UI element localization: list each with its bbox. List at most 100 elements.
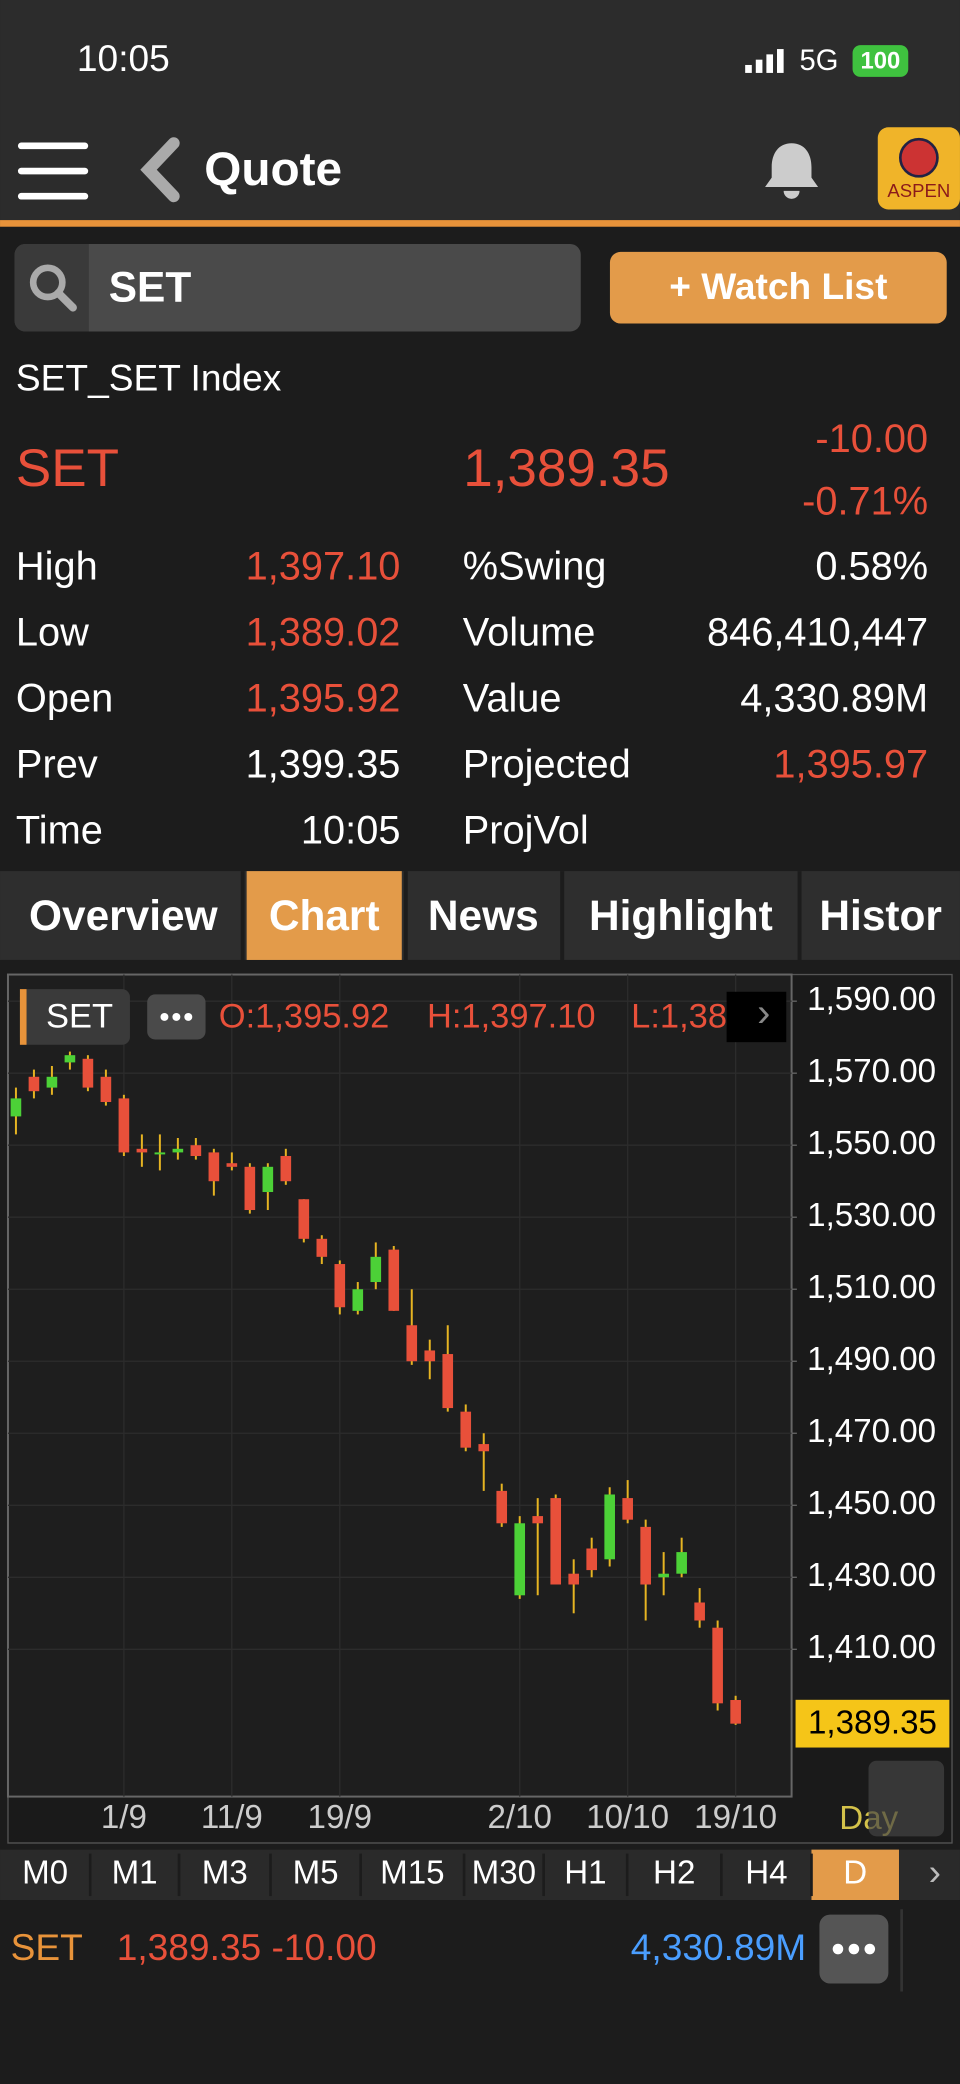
- y-tick-label: 1,550.00: [807, 1125, 936, 1162]
- stat-value: 4,330.89M: [740, 676, 928, 720]
- stat-label: Prev: [16, 742, 98, 786]
- symbol-chip: [19, 989, 130, 1045]
- x-tick-label: 10/10: [586, 1799, 669, 1836]
- y-tick-label: 1,450.00: [807, 1485, 936, 1522]
- candle-body: [424, 1350, 436, 1362]
- x-tick-label: 1/9: [101, 1799, 147, 1836]
- candle-body: [172, 1148, 184, 1153]
- timeframe[interactable]: H4: [745, 1855, 787, 1892]
- timeframe[interactable]: M30: [472, 1855, 536, 1892]
- footer-value: 4,330.89M: [631, 1926, 806, 1968]
- candle-body: [730, 1700, 741, 1724]
- quote-change-pct: -0.71%: [802, 479, 928, 523]
- candle-body: [478, 1444, 490, 1452]
- candle-body: [82, 1058, 94, 1088]
- candle-body: [442, 1354, 454, 1409]
- network: 5G: [800, 45, 839, 77]
- tab[interactable]: Highlight: [589, 892, 773, 939]
- timeframe[interactable]: H1: [564, 1855, 606, 1892]
- candle-body: [244, 1166, 256, 1211]
- header-title: Quote: [204, 143, 342, 196]
- ohlc-fade: [726, 991, 787, 1043]
- stat-label: Value: [463, 676, 562, 720]
- candle-body: [280, 1156, 292, 1182]
- search-icon-bg: [14, 243, 89, 332]
- timeframe[interactable]: M3: [202, 1855, 248, 1892]
- search-box[interactable]: [14, 243, 581, 332]
- y-tick-label: 1,470.00: [807, 1413, 936, 1450]
- quote-name: SET_SET Index: [16, 356, 282, 398]
- expand-button[interactable]: [868, 1760, 945, 1837]
- last-price-label: 1,389.35: [808, 1705, 937, 1742]
- candle-body: [532, 1516, 544, 1524]
- chart-menu-dot: [172, 1012, 181, 1021]
- stat-label: ProjVol: [463, 808, 589, 852]
- logo-globe: [898, 137, 939, 178]
- logo-text: ASPEN: [887, 180, 950, 201]
- last-price-box: [795, 1699, 950, 1748]
- tab-active-bg: [246, 871, 402, 960]
- timeframe[interactable]: M1: [112, 1855, 158, 1892]
- candle-body: [334, 1264, 346, 1308]
- watch-list-button[interactable]: [609, 251, 947, 324]
- stat-value: 0.58%: [815, 544, 928, 588]
- menu-button[interactable]: [17, 142, 89, 200]
- timeframe[interactable]: H2: [653, 1855, 695, 1892]
- candle-body: [226, 1163, 238, 1167]
- stat-label: Volume: [463, 610, 596, 654]
- candle-body: [118, 1098, 130, 1153]
- back-button[interactable]: [140, 137, 180, 203]
- tab[interactable]: Chart: [269, 892, 380, 939]
- candle-body: [10, 1098, 22, 1117]
- header-divider: [0, 220, 960, 227]
- quote-price: 1,389.35: [463, 439, 669, 498]
- y-tick-label: 1,590.00: [807, 981, 936, 1018]
- candle-body: [298, 1199, 310, 1239]
- chart-menu-dot: [184, 1012, 193, 1021]
- timeframe[interactable]: M15: [380, 1855, 444, 1892]
- candle-body: [28, 1076, 40, 1092]
- candle-body: [586, 1548, 597, 1571]
- x-tick-label: 19/10: [694, 1799, 777, 1836]
- symbol-chip-accent: [19, 989, 27, 1045]
- timeframe-active-bg: [811, 1849, 899, 1901]
- candle-body: [658, 1573, 669, 1578]
- candle-body: [46, 1076, 58, 1088]
- tab[interactable]: Overview: [29, 892, 219, 939]
- y-tick-label: 1,570.00: [807, 1053, 936, 1090]
- search-icon-handle: [54, 289, 77, 312]
- stat-value: 1,395.92: [246, 676, 401, 720]
- timeframe[interactable]: D: [843, 1855, 867, 1892]
- quote-change: -10.00: [815, 417, 928, 461]
- battery: [852, 45, 909, 77]
- candle-body: [64, 1055, 76, 1063]
- y-tick-label: 1,530.00: [807, 1197, 936, 1234]
- tab[interactable]: Histor: [819, 892, 942, 939]
- candle-body: [136, 1148, 148, 1153]
- candle-body: [352, 1289, 364, 1311]
- stat-label: Projected: [463, 742, 631, 786]
- footer-price: 1,389.35 -10.00: [117, 1926, 377, 1968]
- tab[interactable]: News: [428, 892, 539, 939]
- candle-body: [190, 1145, 202, 1157]
- stat-label: Time: [16, 808, 103, 852]
- y-tick-label: 1,410.00: [807, 1629, 936, 1666]
- quote-symbol: SET: [16, 439, 119, 498]
- candle-body: [208, 1152, 220, 1182]
- candle-body: [640, 1526, 651, 1585]
- candle-body: [370, 1256, 382, 1283]
- battery-level: 100: [861, 48, 901, 75]
- timeframe-more[interactable]: ›: [929, 1851, 941, 1893]
- ohlc-text: H:1,397.10: [427, 997, 596, 1035]
- stat-label: %Swing: [463, 544, 607, 588]
- signal-icon: [745, 49, 784, 73]
- stat-value: 1,399.35: [246, 742, 401, 786]
- stat-label: Low: [16, 610, 89, 654]
- candle-body: [694, 1602, 705, 1621]
- bell-button[interactable]: [765, 143, 819, 199]
- timeframe[interactable]: M5: [293, 1855, 339, 1892]
- search-query: SET: [109, 264, 192, 311]
- timeframe[interactable]: M0: [22, 1855, 68, 1892]
- candle-body: [316, 1238, 328, 1257]
